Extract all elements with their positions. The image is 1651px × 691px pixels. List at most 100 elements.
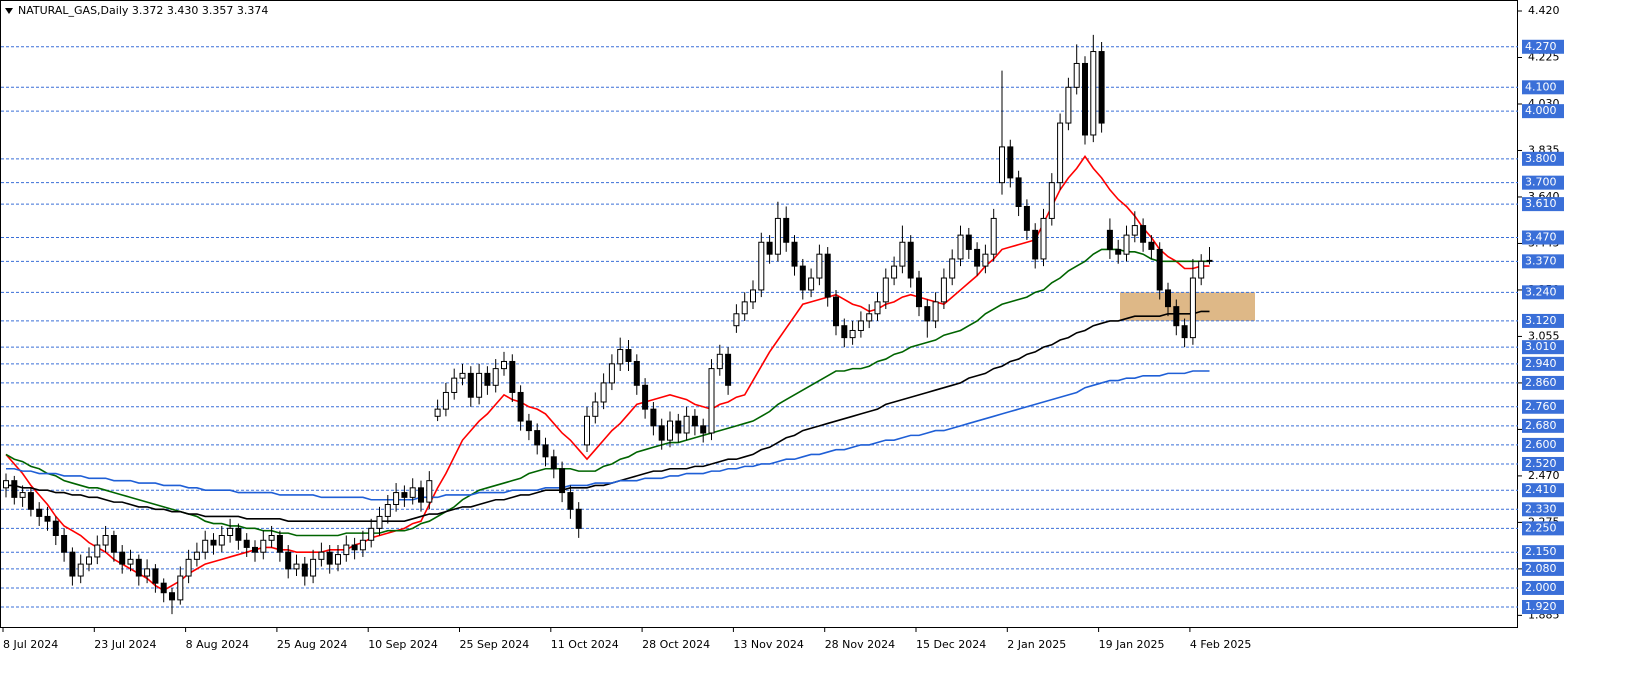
candle-body (766, 241, 773, 255)
candle-body (144, 568, 151, 577)
candle-body (110, 534, 117, 553)
candle-body (725, 353, 732, 386)
candle-body (94, 544, 101, 558)
level-label: 3.370 (1525, 254, 1557, 267)
level-label: 3.240 (1525, 285, 1557, 298)
candle-body (857, 320, 864, 331)
candle-body (1131, 225, 1138, 236)
x-tick-label: 8 Jul 2024 (3, 638, 58, 651)
candle-body (359, 539, 366, 551)
candle-body (949, 258, 956, 279)
candle-body (77, 563, 84, 577)
candle-body (409, 487, 416, 498)
candle-body (882, 277, 889, 303)
candle-body (301, 563, 308, 577)
level-label: 4.100 (1525, 80, 1557, 93)
level-label-box (1522, 80, 1564, 95)
x-tick-label: 28 Oct 2024 (642, 638, 710, 651)
level-label: 2.680 (1525, 419, 1557, 432)
candle-body (193, 551, 200, 560)
level-label-box (1522, 230, 1564, 245)
candle-body (517, 391, 524, 422)
x-tick-label: 19 Jan 2025 (1099, 638, 1165, 651)
level-label-box (1522, 399, 1564, 414)
candle-body (1007, 146, 1014, 179)
level-label-box (1522, 502, 1564, 517)
candle-body (335, 554, 341, 565)
candle-body (376, 515, 383, 529)
candle-body (1015, 177, 1022, 208)
candle-body (907, 241, 914, 279)
level-label-box (1522, 521, 1564, 536)
y-tick-label: 3.055 (1528, 329, 1560, 342)
menu-triangle[interactable] (5, 8, 13, 14)
level-label: 3.700 (1525, 176, 1557, 189)
candle-body (119, 551, 126, 565)
level-label: 2.410 (1525, 483, 1557, 496)
candle-body (368, 527, 375, 541)
candle-body (592, 401, 599, 417)
candle-body (451, 377, 458, 393)
candle-body (1173, 306, 1180, 327)
candle-body (1098, 51, 1105, 124)
candle-body (276, 534, 283, 553)
candle-body (1032, 229, 1039, 260)
candle-body (799, 265, 806, 291)
level-label-box (1522, 375, 1564, 390)
candle-body (617, 349, 624, 365)
candle-body (1165, 289, 1171, 308)
candle-body (52, 520, 59, 536)
candle-body (691, 415, 698, 427)
moving-average (5, 248, 1210, 537)
candle-body (559, 468, 566, 494)
level-label: 2.760 (1525, 400, 1557, 413)
candle-body (27, 492, 34, 510)
candle-body (401, 492, 408, 498)
candle-body (1023, 206, 1030, 231)
x-tick-label: 23 Jul 2024 (94, 638, 156, 651)
level-label: 1.920 (1525, 600, 1557, 613)
moving-average (6, 370, 1210, 501)
candle-body (69, 551, 76, 577)
candle-body (293, 563, 300, 570)
candle-body (210, 539, 217, 546)
candle-body (86, 556, 92, 565)
level-label-box (1522, 285, 1564, 300)
candle-body (783, 217, 790, 243)
candle-body (608, 363, 615, 384)
candle-body (343, 544, 350, 556)
level-label-box (1522, 356, 1564, 371)
candle-body (476, 372, 483, 398)
y-tick-label: 4.420 (1528, 4, 1560, 17)
candle-body (44, 515, 51, 522)
x-tick-label: 11 Oct 2024 (551, 638, 619, 651)
candle-body (791, 241, 798, 267)
moving-average (5, 155, 1210, 592)
candle-body (999, 146, 1005, 184)
candle-body (3, 480, 9, 489)
level-label-box (1522, 313, 1564, 328)
candle-body (135, 558, 142, 577)
candle-body (658, 425, 665, 441)
candle-body (1148, 241, 1155, 250)
chart-title: NATURAL_GAS,Daily 3.372 3.430 3.357 3.37… (18, 4, 268, 17)
level-label: 3.800 (1525, 152, 1557, 165)
plot-frame (0, 0, 1518, 628)
candle-body (1090, 51, 1097, 136)
candle-body (974, 248, 981, 267)
candle-body (218, 534, 225, 546)
candle-body (1206, 259, 1213, 262)
candle-body (442, 391, 449, 410)
candle-body (957, 234, 964, 260)
candle-body (160, 582, 167, 594)
level-label: 3.010 (1525, 340, 1557, 353)
candle-body (924, 306, 931, 322)
candle-body (426, 480, 433, 503)
candle-body (899, 241, 906, 267)
x-tick-label: 25 Aug 2024 (277, 638, 347, 651)
candle-body (567, 492, 574, 510)
level-label: 2.860 (1525, 376, 1557, 389)
candle-body (318, 551, 325, 560)
candle-body (932, 301, 939, 322)
level-label-box (1522, 104, 1564, 119)
